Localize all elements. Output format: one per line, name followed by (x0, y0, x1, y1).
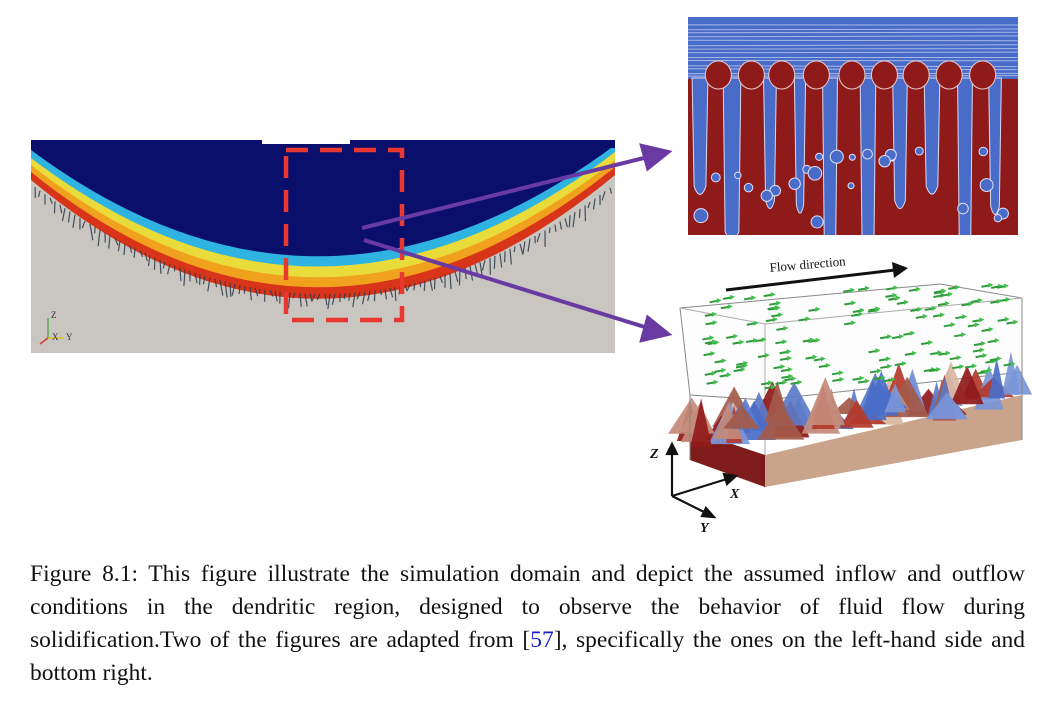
droplets (693, 146, 1009, 229)
dendrite-fringe (34, 186, 613, 310)
right-axis-x: X (729, 487, 740, 502)
left-axis-y: Y (66, 332, 73, 342)
caption-text-2: ], specifically the ones on the left-han… (30, 627, 1025, 686)
left-axis-z: Z (51, 310, 57, 320)
flow-3d-panel: Flow direction Z X Y (649, 253, 1033, 536)
highlight-box (283, 147, 405, 323)
figure-graphic: Z X Y Flow direction (31, 17, 1033, 536)
left-axis-triad: Z X Y (39, 310, 73, 345)
right-axis-triad (665, 441, 739, 519)
caption-label: Figure 8.1: (30, 561, 138, 587)
citation-link[interactable]: 57 (530, 627, 554, 653)
dendrite-terrain (668, 351, 1033, 448)
right-axis-y: Y (700, 521, 710, 536)
left-axis-x: X (52, 332, 59, 342)
left-simulation-panel: Z X Y (31, 140, 615, 353)
figure-caption: Figure 8.1: This figure illustrate the s… (30, 558, 1025, 690)
zoom-arrows (361, 143, 673, 343)
dendrite-fingers (691, 60, 1002, 235)
right-axis-z: Z (649, 447, 659, 462)
dendrite-closeup-panel (688, 17, 1018, 235)
flow-direction-label: Flow direction (769, 253, 847, 275)
flow-vectors (702, 282, 1019, 390)
caption-text-1: This figure illustrate the simulation do… (30, 561, 1025, 653)
